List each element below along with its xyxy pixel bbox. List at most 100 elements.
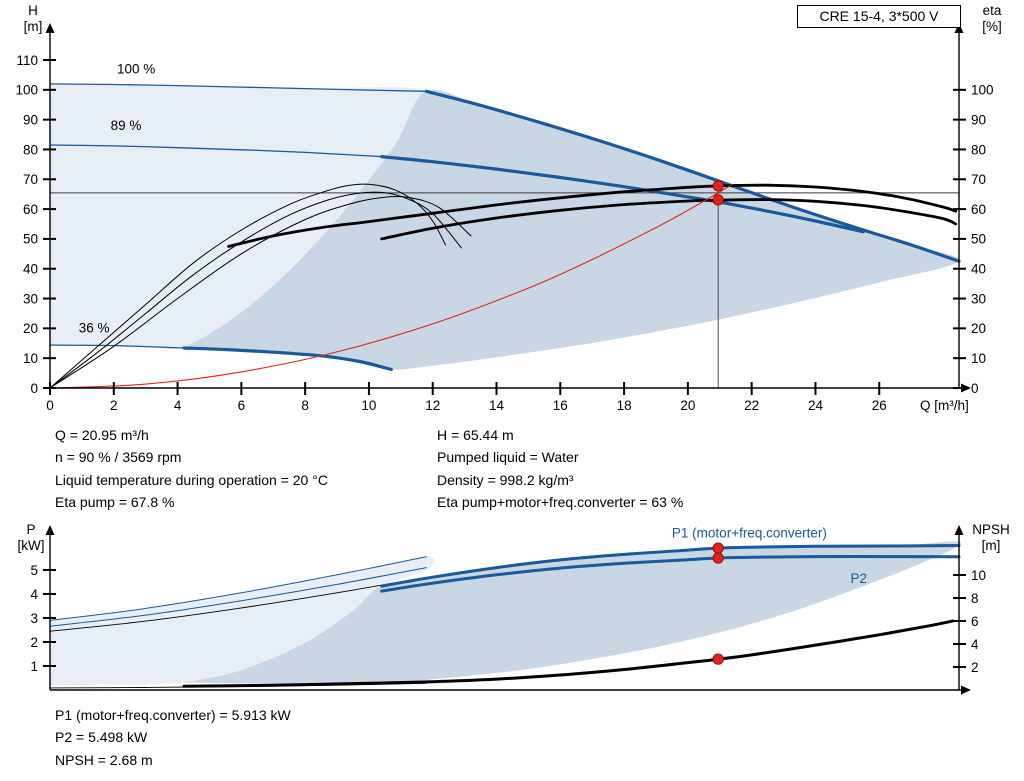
y-left-tick-label: 10: [23, 351, 38, 366]
x-tick-label: 6: [238, 398, 246, 413]
y-right-tick-label: 4: [971, 637, 979, 652]
operating-range-light: [50, 83, 431, 350]
y-right-tick-label: 8: [971, 591, 979, 606]
y-right-tick-label: 50: [971, 232, 986, 247]
power-data-column: P1 (motor+freq.converter) = 5.913 kW P2 …: [55, 704, 291, 771]
speed-label-100: 100 %: [117, 61, 155, 76]
y-left-tick-label: 0: [30, 381, 38, 396]
x-tick-label: 10: [361, 398, 376, 413]
speed-36-curve: [182, 346, 393, 372]
duty-point-p1[interactable]: [712, 542, 724, 554]
duty-data-left-column: Q = 20.95 m³/h n = 90 % / 3569 rpm Liqui…: [55, 424, 328, 514]
npsh-axis-unit: [m]: [981, 538, 1001, 553]
speed-label-36: 36 %: [79, 321, 110, 336]
power-thin-3: [49, 576, 427, 632]
pumped-liquid-text: Pumped liquid = Water: [437, 449, 579, 466]
duty-data-right-column: H = 65.44 m Pumped liquid = Water Densit…: [437, 424, 683, 514]
y-left-tick-label: 5: [30, 563, 38, 578]
p1-value-text: P1 (motor+freq.converter) = 5.913 kW: [55, 707, 291, 723]
power-axis-symbol: P: [26, 522, 36, 537]
y-right-tick-label: 70: [971, 172, 986, 187]
eta-curve-fullspeed-2: [49, 191, 462, 389]
y-left-tick-label: 100: [15, 83, 38, 98]
duty-head-text: H = 65.44 m: [437, 427, 514, 443]
p2-value-text: P2 = 5.498 kW: [55, 729, 148, 746]
y-axis-left-arrow: [45, 23, 55, 33]
y-left-tick-label: 40: [23, 262, 38, 277]
y-right-tick-label: 6: [971, 614, 979, 629]
x-tick-label: 14: [489, 398, 505, 413]
y-left-tick-label: 50: [23, 232, 38, 247]
y-axis-right-arrow: [954, 525, 964, 535]
x-tick-label: 16: [553, 398, 568, 413]
x-tick-label: 12: [425, 398, 440, 413]
density-text: Density = 998.2 kg/m³: [437, 471, 574, 488]
y-left-tick-label: 30: [23, 291, 38, 306]
x-axis-arrow: [961, 685, 971, 695]
p2-curve: [380, 554, 961, 593]
x-tick-label: 24: [808, 398, 824, 413]
duty-point-npsh[interactable]: [712, 653, 724, 665]
speed-label-89: 89 %: [111, 118, 142, 133]
power-thin-2: [49, 567, 427, 627]
y-right-tick-label: 20: [971, 321, 986, 336]
flow-axis-label: Q [m³/h]: [920, 398, 969, 413]
pump-model-label: CRE 15-4, 3*500 V: [819, 8, 939, 24]
y-left-tick-label: 20: [23, 321, 38, 336]
y-right-tick-label: 10: [971, 568, 986, 583]
p1-curve-label: P1 (motor+freq.converter): [672, 526, 827, 541]
duty-speed-text: n = 90 % / 3569 rpm: [55, 449, 182, 466]
liquid-temperature-text: Liquid temperature during operation = 20…: [55, 471, 328, 488]
npsh-value-text: NPSH = 2.68 m: [55, 751, 153, 768]
npsh-axis-label: NPSH [m]: [962, 522, 1020, 554]
duty-point-eta-pump[interactable]: [712, 180, 724, 192]
y-axis-left-arrow: [45, 525, 55, 535]
eta-axis-label: eta [%]: [968, 3, 1016, 35]
npsh-axis-symbol: NPSH: [972, 522, 1010, 537]
power-range-light: [50, 556, 435, 686]
y-right-tick-label: 30: [971, 291, 986, 306]
eta-total-text: Eta pump+motor+freq.converter = 63 %: [437, 494, 684, 511]
duty-point-p2[interactable]: [712, 552, 724, 564]
x-tick-label: 0: [46, 398, 54, 413]
head-axis-label: H [m]: [14, 3, 52, 35]
speed-100-extension: [49, 83, 427, 92]
power-range-envelope: [184, 541, 962, 684]
y-axis-right-arrow: [954, 23, 964, 33]
y-right-tick-label: 0: [971, 381, 979, 396]
y-right-tick-label: 80: [971, 142, 986, 157]
y-left-tick-label: 3: [30, 611, 38, 626]
y-right-tick-label: 100: [971, 83, 994, 98]
y-left-tick-label: 80: [23, 142, 38, 157]
x-tick-label: 26: [872, 398, 887, 413]
y-left-tick-label: 2: [30, 635, 38, 650]
pump-model-box: CRE 15-4, 3*500 V: [797, 5, 961, 28]
x-tick-label: 4: [174, 398, 182, 413]
y-right-tick-label: 10: [971, 351, 986, 366]
operating-range-envelope: [184, 89, 960, 370]
duty-flow-text: Q = 20.95 m³/h: [55, 427, 149, 443]
x-tick-label: 18: [617, 398, 632, 413]
y-right-tick-label: 40: [971, 262, 986, 277]
y-left-tick-label: 70: [23, 172, 38, 187]
speed-100-curve: [424, 89, 961, 263]
y-left-tick-label: 90: [23, 112, 38, 127]
head-axis-symbol: H: [28, 3, 38, 18]
x-tick-label: 2: [110, 398, 118, 413]
p2-curve-label: P2: [851, 571, 868, 586]
eta-curve-fullspeed-3: [49, 195, 472, 389]
power-axis-label: P [kW]: [8, 522, 54, 554]
y-left-tick-label: 1: [30, 659, 38, 674]
eta-axis-symbol: eta: [982, 3, 1002, 18]
power-axis-unit: [kW]: [17, 538, 45, 553]
head-axis-unit: [m]: [23, 19, 43, 34]
y-right-tick-label: 60: [971, 202, 986, 217]
y-right-tick-label: 2: [971, 660, 979, 675]
eta-pump-curve: [227, 183, 958, 248]
y-left-tick-label: 110: [16, 53, 38, 68]
x-tick-label: 8: [301, 398, 309, 413]
speed-36-extension: [49, 344, 185, 349]
y-left-tick-label: 4: [30, 587, 38, 602]
duty-point-eta-total[interactable]: [712, 194, 724, 206]
